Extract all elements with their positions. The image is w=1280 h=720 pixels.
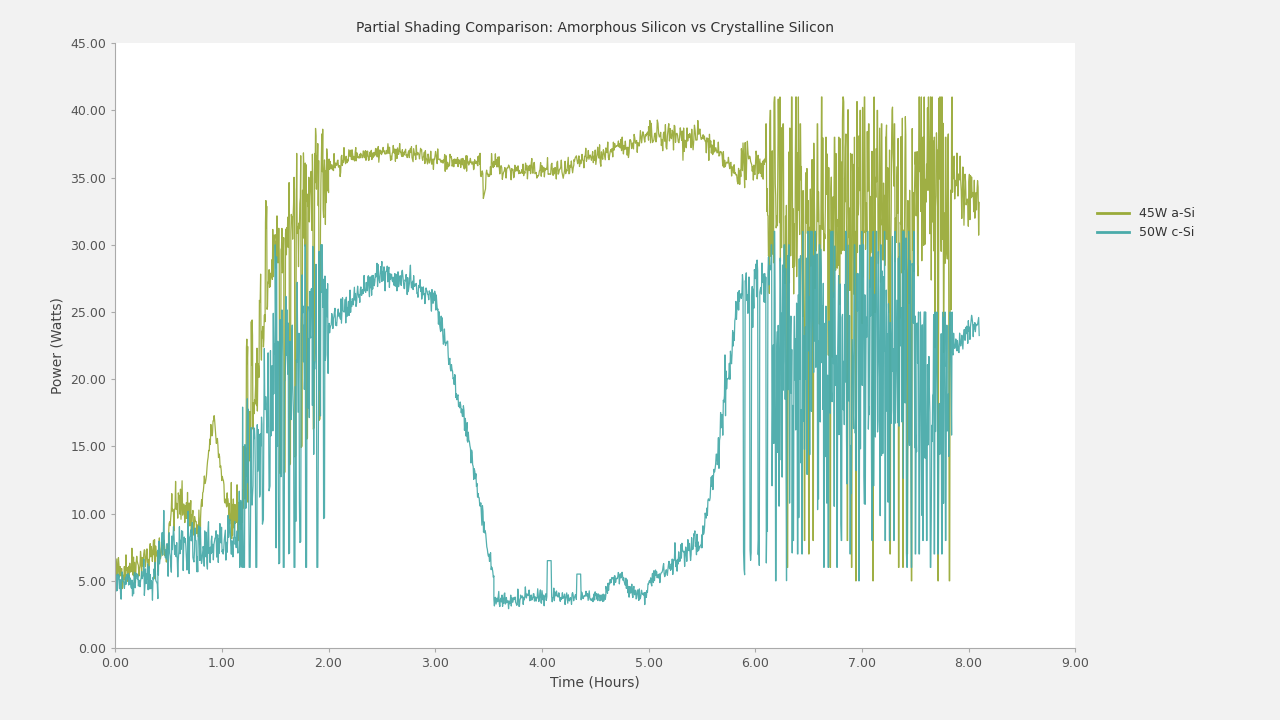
50W c-Si	[736, 548, 751, 557]
50W c-Si	[767, 227, 782, 235]
45W a-Si	[767, 93, 782, 102]
50W c-Si	[108, 568, 123, 577]
Line: 45W a-Si: 45W a-Si	[115, 97, 979, 588]
45W a-Si	[972, 198, 987, 207]
Line: 50W c-Si: 50W c-Si	[115, 231, 979, 608]
50W c-Si	[602, 579, 617, 588]
Y-axis label: Power (Watts): Power (Watts)	[51, 297, 65, 394]
50W c-Si	[923, 563, 938, 572]
50W c-Si	[458, 432, 474, 441]
50W c-Si	[972, 331, 987, 340]
45W a-Si	[492, 163, 507, 171]
Title: Partial Shading Comparison: Amorphous Silicon vs Crystalline Silicon: Partial Shading Comparison: Amorphous Si…	[356, 21, 835, 35]
45W a-Si	[108, 565, 123, 574]
50W c-Si	[500, 604, 516, 613]
X-axis label: Time (Hours): Time (Hours)	[550, 675, 640, 690]
45W a-Si	[337, 153, 352, 162]
45W a-Si	[717, 156, 732, 165]
45W a-Si	[114, 584, 129, 593]
45W a-Si	[420, 150, 435, 158]
50W c-Si	[771, 448, 786, 456]
45W a-Si	[186, 529, 201, 538]
Legend: 45W a-Si, 50W c-Si: 45W a-Si, 50W c-Si	[1091, 201, 1201, 246]
45W a-Si	[404, 153, 420, 162]
50W c-Si	[424, 285, 439, 294]
